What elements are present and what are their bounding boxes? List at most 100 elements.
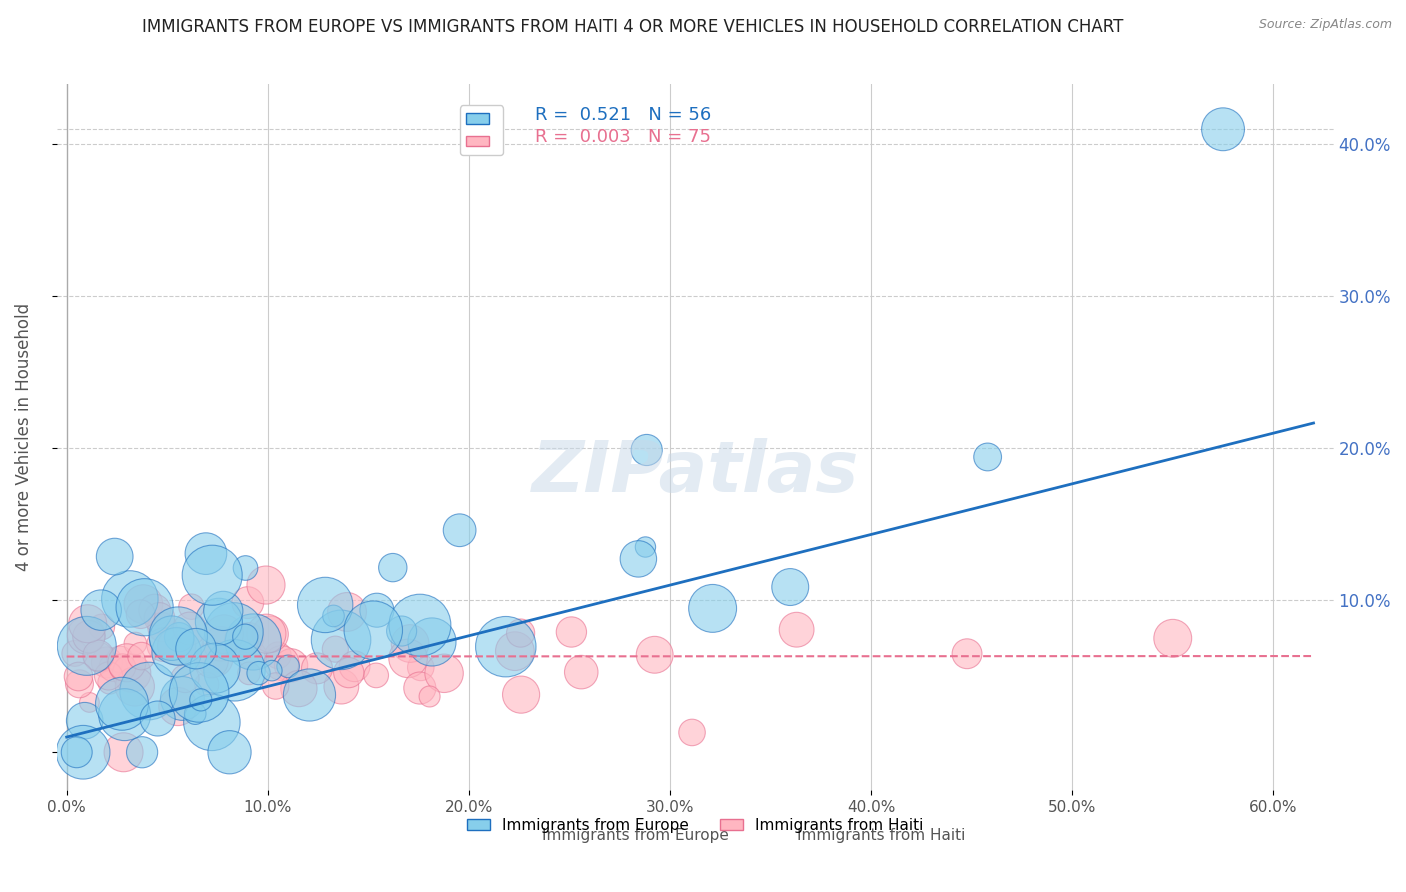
Immigrants from Haiti	[124, 636, 146, 650]
Immigrants from Haiti	[148, 611, 170, 625]
Immigrants from Haiti	[179, 622, 201, 636]
Immigrants from Haiti	[150, 620, 173, 634]
Immigrants from Haiti	[143, 603, 166, 617]
Immigrants from Europe	[66, 745, 89, 759]
Immigrants from Europe	[201, 568, 224, 582]
Immigrants from Haiti	[409, 660, 432, 674]
Immigrants from Europe	[160, 631, 183, 645]
Immigrants from Europe	[134, 600, 156, 615]
Immigrants from Haiti	[238, 666, 260, 681]
Immigrants from Haiti	[510, 688, 533, 702]
Immigrants from Europe	[131, 745, 153, 759]
Immigrants from Haiti	[75, 628, 97, 642]
Legend: Immigrants from Europe, Immigrants from Haiti: Immigrants from Europe, Immigrants from …	[461, 812, 929, 839]
Immigrants from Europe	[111, 697, 134, 711]
Immigrants from Europe	[976, 450, 998, 464]
Immigrants from Haiti	[129, 607, 152, 622]
Immigrants from Haiti	[396, 651, 419, 665]
Immigrants from Haiti	[111, 660, 134, 674]
Immigrants from Europe	[194, 547, 217, 561]
Immigrants from Haiti	[112, 745, 135, 759]
Immigrants from Europe	[76, 639, 98, 653]
Immigrants from Europe	[208, 615, 231, 629]
Text: Immigrants from Haiti: Immigrants from Haiti	[797, 828, 966, 843]
Immigrants from Haiti	[254, 626, 277, 640]
Immigrants from Europe	[322, 609, 344, 624]
Immigrants from Haiti	[69, 677, 91, 691]
Immigrants from Europe	[495, 640, 517, 654]
Immigrants from Europe	[104, 549, 127, 564]
Immigrants from Haiti	[77, 630, 100, 644]
Immigrants from Europe	[260, 664, 283, 678]
Immigrants from Haiti	[956, 647, 979, 661]
Immigrants from Europe	[361, 623, 384, 637]
Immigrants from Europe	[172, 691, 194, 706]
Immigrants from Haiti	[399, 636, 422, 650]
Immigrants from Europe	[212, 604, 235, 618]
Immigrants from Haiti	[204, 651, 226, 665]
Immigrants from Haiti	[108, 652, 131, 666]
Immigrants from Haiti	[180, 599, 202, 614]
Immigrants from Haiti	[79, 695, 101, 709]
Immigrants from Europe	[420, 635, 443, 649]
Immigrants from Haiti	[152, 638, 174, 652]
Immigrants from Europe	[166, 645, 188, 659]
Immigrants from Europe	[330, 632, 353, 647]
Immigrants from Haiti	[366, 668, 388, 682]
Immigrants from Haiti	[212, 627, 235, 641]
Immigrants from Haiti	[87, 649, 110, 664]
Immigrants from Haiti	[231, 633, 253, 648]
Immigrants from Europe	[235, 561, 257, 575]
Immigrants from Haiti	[236, 596, 259, 610]
Immigrants from Europe	[118, 591, 141, 606]
Immigrants from Haiti	[131, 649, 153, 664]
Text: Source: ZipAtlas.com: Source: ZipAtlas.com	[1258, 18, 1392, 31]
Immigrants from Haiti	[87, 648, 110, 663]
Immigrants from Europe	[224, 663, 246, 677]
Immigrants from Europe	[247, 666, 270, 681]
Immigrants from Haiti	[330, 680, 353, 694]
Immigrants from Haiti	[115, 656, 138, 670]
Immigrants from Haiti	[259, 627, 281, 641]
Immigrants from Europe	[314, 598, 336, 612]
Immigrants from Haiti	[96, 656, 118, 670]
Immigrants from Haiti	[336, 605, 359, 619]
Immigrants from Europe	[114, 707, 136, 722]
Immigrants from Haiti	[166, 639, 188, 653]
Immigrants from Haiti	[644, 648, 666, 662]
Immigrants from Europe	[146, 712, 169, 726]
Immigrants from Haiti	[209, 637, 232, 651]
Immigrants from Europe	[366, 603, 388, 617]
Immigrants from Europe	[391, 624, 413, 638]
Immigrants from Europe	[188, 685, 211, 699]
Immigrants from Haiti	[238, 631, 260, 645]
Text: R =  0.521   N = 56: R = 0.521 N = 56	[536, 106, 711, 125]
Immigrants from Europe	[277, 659, 299, 673]
Immigrants from Haiti	[242, 648, 264, 663]
Immigrants from Haiti	[176, 635, 198, 649]
Immigrants from Europe	[449, 523, 471, 537]
Immigrants from Haiti	[509, 626, 531, 640]
Immigrants from Haiti	[166, 699, 188, 714]
Immigrants from Europe	[242, 635, 264, 649]
Y-axis label: 4 or more Vehicles in Household: 4 or more Vehicles in Household	[15, 303, 32, 571]
Text: IMMIGRANTS FROM EUROPE VS IMMIGRANTS FROM HAITI 4 OR MORE VEHICLES IN HOUSEHOLD : IMMIGRANTS FROM EUROPE VS IMMIGRANTS FRO…	[142, 18, 1123, 36]
Immigrants from Europe	[222, 624, 245, 639]
Immigrants from Europe	[627, 552, 650, 566]
Immigrants from Haiti	[76, 616, 98, 631]
Immigrants from Haiti	[97, 669, 120, 683]
Immigrants from Haiti	[503, 644, 526, 658]
Immigrants from Europe	[233, 630, 256, 644]
Immigrants from Europe	[201, 715, 224, 730]
Immigrants from Europe	[1212, 122, 1234, 136]
Immigrants from Haiti	[560, 625, 582, 640]
Immigrants from Haiti	[98, 675, 121, 690]
Text: ZIPatlas: ZIPatlas	[531, 438, 859, 507]
Immigrants from Europe	[167, 629, 190, 643]
Immigrants from Haiti	[337, 665, 360, 680]
Immigrants from Haiti	[63, 647, 86, 661]
Immigrants from Haiti	[569, 665, 592, 679]
Immigrants from Europe	[72, 745, 94, 759]
Immigrants from Europe	[702, 601, 724, 615]
Immigrants from Haiti	[681, 725, 703, 739]
